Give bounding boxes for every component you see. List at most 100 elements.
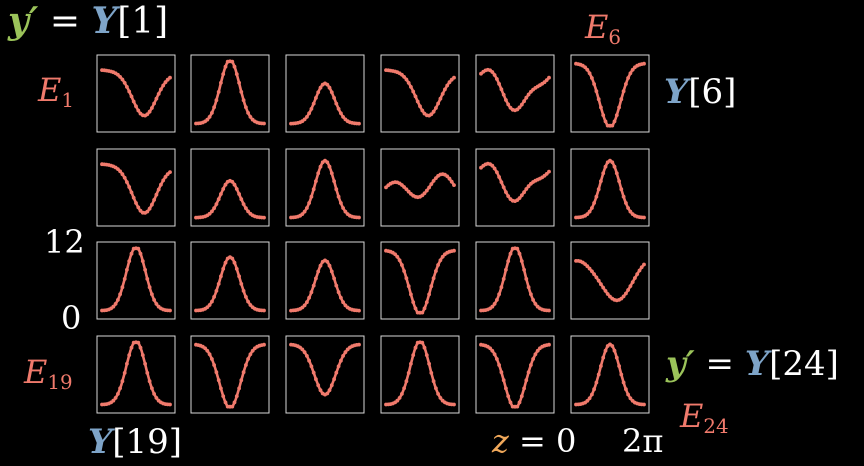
z-symbol: z xyxy=(492,422,509,460)
data-point xyxy=(519,193,524,198)
data-point xyxy=(221,267,226,271)
data-point xyxy=(305,300,309,305)
data-point xyxy=(639,265,644,270)
data-point xyxy=(393,252,397,257)
data-point xyxy=(152,392,157,396)
panel-frame xyxy=(570,148,650,227)
y-vector-symbol-bottom: Y xyxy=(744,344,770,384)
data-point xyxy=(216,378,221,383)
data-point xyxy=(395,398,400,403)
series-line xyxy=(101,247,171,312)
equation-bottom: y′ = Y[24] xyxy=(666,347,839,381)
e6-base: E xyxy=(585,8,609,46)
data-point xyxy=(524,187,529,191)
data-point xyxy=(116,298,120,302)
data-point xyxy=(334,283,339,288)
data-point xyxy=(237,386,242,391)
label-e6: E6 xyxy=(585,11,621,48)
data-point xyxy=(492,302,497,306)
data-point xyxy=(420,108,425,113)
data-point xyxy=(621,89,626,94)
data-point xyxy=(332,377,336,382)
panel-13 xyxy=(96,241,176,320)
data-point xyxy=(329,383,334,388)
data-point xyxy=(118,292,122,297)
data-point xyxy=(210,209,214,214)
data-point xyxy=(431,276,436,281)
data-point xyxy=(490,348,495,353)
series-line xyxy=(575,159,645,219)
data-point xyxy=(311,187,316,192)
data-point xyxy=(127,89,132,94)
data-point xyxy=(617,179,621,184)
data-point xyxy=(515,246,520,251)
data-point xyxy=(336,107,341,111)
data-point xyxy=(152,198,157,202)
data-point xyxy=(205,348,210,353)
data-point xyxy=(533,352,538,357)
data-point xyxy=(452,402,456,407)
series-line xyxy=(290,343,360,396)
data-point xyxy=(497,292,501,297)
data-point xyxy=(145,209,150,214)
data-point xyxy=(125,361,129,366)
data-point xyxy=(424,353,429,357)
panel-12 xyxy=(570,148,650,227)
data-point xyxy=(522,386,526,391)
data-point xyxy=(517,105,522,110)
data-point xyxy=(219,386,223,391)
data-point xyxy=(214,370,219,375)
data-point xyxy=(585,212,590,217)
data-point xyxy=(404,276,409,281)
data-point xyxy=(633,276,637,280)
y-vector-symbol: Y xyxy=(91,0,118,42)
data-point xyxy=(250,348,255,353)
data-point xyxy=(122,277,127,281)
data-point xyxy=(592,201,596,205)
data-point xyxy=(526,285,531,290)
data-point xyxy=(314,377,318,382)
data-point xyxy=(316,383,321,388)
data-point xyxy=(357,121,361,126)
series-line xyxy=(195,343,265,409)
data-point xyxy=(219,274,223,279)
data-point xyxy=(495,298,499,302)
data-point xyxy=(134,201,138,205)
panel-9 xyxy=(285,148,365,227)
data-point xyxy=(497,175,501,179)
data-point xyxy=(316,90,321,95)
data-point xyxy=(341,115,345,119)
data-point xyxy=(341,206,345,210)
data-point xyxy=(422,191,427,196)
y-prime-symbol: y′ xyxy=(8,0,39,42)
series-line xyxy=(195,179,265,219)
data-point xyxy=(431,379,436,384)
data-point xyxy=(120,77,125,82)
data-point xyxy=(343,209,348,214)
data-point xyxy=(413,345,418,350)
data-point xyxy=(207,211,212,216)
data-point xyxy=(519,259,524,263)
data-point xyxy=(120,172,125,177)
data-point xyxy=(583,65,587,70)
index-1: [1] xyxy=(117,1,169,42)
data-point xyxy=(420,310,425,315)
data-point xyxy=(230,404,235,409)
data-point xyxy=(406,284,411,289)
data-point xyxy=(129,251,134,256)
panel-frame xyxy=(380,335,460,414)
data-point xyxy=(318,164,323,169)
data-point xyxy=(305,115,309,119)
data-point xyxy=(587,396,592,401)
data-point xyxy=(585,264,590,269)
data-point xyxy=(131,195,136,200)
data-point xyxy=(492,166,497,171)
data-point xyxy=(612,119,617,124)
data-point xyxy=(594,89,599,94)
data-point xyxy=(136,246,141,251)
label-e1: E1 xyxy=(38,74,74,111)
data-point xyxy=(168,308,172,313)
data-point xyxy=(617,105,621,110)
data-point xyxy=(445,174,450,179)
data-point xyxy=(402,75,406,79)
